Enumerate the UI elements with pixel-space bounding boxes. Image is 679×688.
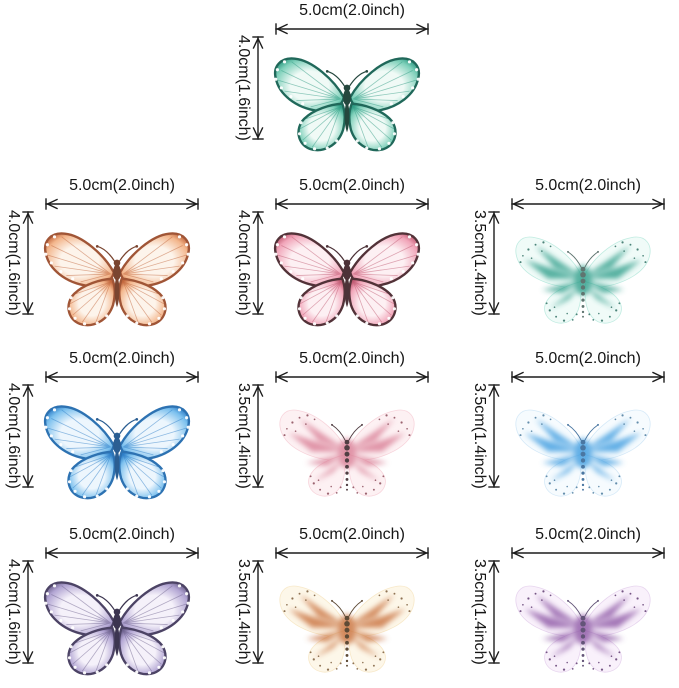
height-dimension: 3.5cm(1.4inch): [470, 382, 500, 490]
butterfly-art-purple: [43, 581, 191, 676]
width-arrow-icon: [511, 546, 665, 559]
width-dimension: 5.0cm(2.0inch): [274, 177, 430, 210]
butterfly-art-blue: [43, 405, 191, 500]
butterfly-art-skyblue: [515, 409, 651, 497]
butterfly-image: [260, 203, 434, 345]
width-dimension: 5.0cm(2.0inch): [274, 350, 430, 383]
height-arrow-icon: [22, 211, 34, 315]
width-dimension: 5.0cm(2.0inch): [510, 350, 666, 383]
height-dimension-label: 3.5cm(1.4inch): [234, 383, 252, 489]
butterfly-group-mint: 5.0cm(2.0inch) 3.5cm(1.4inch): [466, 175, 672, 346]
height-arrow-icon: [488, 560, 500, 664]
height-dimension-label: 3.5cm(1.4inch): [470, 210, 488, 316]
butterfly-group-purple: 5.0cm(2.0inch) 4.0cm(1.6inch): [0, 524, 206, 688]
width-arrow-icon: [275, 22, 429, 35]
width-dimension: 5.0cm(2.0inch): [510, 177, 666, 210]
width-dimension-label: 5.0cm(2.0inch): [69, 526, 175, 543]
butterfly-image: [30, 552, 204, 688]
height-arrow-icon: [22, 560, 34, 664]
butterfly-image: [496, 552, 670, 688]
butterfly-art-cream: [279, 585, 415, 673]
width-arrow-icon: [511, 370, 665, 383]
width-arrow-icon: [45, 546, 199, 559]
width-dimension: 5.0cm(2.0inch): [274, 2, 430, 35]
butterfly-image: [496, 376, 670, 518]
height-arrow-icon: [22, 384, 34, 488]
height-dimension: 4.0cm(1.6inch): [4, 382, 34, 490]
height-arrow-icon: [488, 384, 500, 488]
height-dimension: 3.5cm(1.4inch): [234, 382, 264, 490]
height-arrow-icon: [252, 560, 264, 664]
butterfly-group-pink: 5.0cm(2.0inch) 4.0cm(1.6inch): [230, 175, 436, 346]
height-arrow-icon: [252, 36, 264, 140]
height-dimension: 4.0cm(1.6inch): [234, 209, 264, 317]
height-dimension-label: 4.0cm(1.6inch): [4, 559, 22, 665]
butterfly-image: [260, 28, 434, 170]
butterfly-art-blush: [279, 409, 415, 497]
height-dimension: 4.0cm(1.6inch): [4, 209, 34, 317]
height-dimension: 4.0cm(1.6inch): [4, 558, 34, 666]
height-arrow-icon: [252, 211, 264, 315]
width-dimension-label: 5.0cm(2.0inch): [299, 177, 405, 194]
height-dimension: 3.5cm(1.4inch): [470, 558, 500, 666]
butterfly-group-skyblue: 5.0cm(2.0inch) 3.5cm(1.4inch): [466, 348, 672, 519]
height-arrow-icon: [488, 211, 500, 315]
butterfly-group-blue: 5.0cm(2.0inch) 4.0cm(1.6inch): [0, 348, 206, 519]
width-dimension: 5.0cm(2.0inch): [44, 526, 200, 559]
width-arrow-icon: [275, 370, 429, 383]
width-arrow-icon: [275, 546, 429, 559]
butterfly-art-teal: [273, 57, 421, 152]
width-dimension: 5.0cm(2.0inch): [44, 350, 200, 383]
butterfly-group-lilac: 5.0cm(2.0inch) 3.5cm(1.4inch): [466, 524, 672, 688]
butterfly-group-cream: 5.0cm(2.0inch) 3.5cm(1.4inch): [230, 524, 436, 688]
width-dimension-label: 5.0cm(2.0inch): [299, 2, 405, 19]
width-dimension: 5.0cm(2.0inch): [44, 177, 200, 210]
width-arrow-icon: [45, 197, 199, 210]
height-dimension-label: 4.0cm(1.6inch): [234, 210, 252, 316]
butterfly-image: [30, 203, 204, 345]
width-dimension-label: 5.0cm(2.0inch): [69, 350, 175, 367]
height-dimension-label: 4.0cm(1.6inch): [234, 35, 252, 141]
height-dimension: 3.5cm(1.4inch): [470, 209, 500, 317]
height-dimension-label: 4.0cm(1.6inch): [4, 210, 22, 316]
butterfly-group-teal: 5.0cm(2.0inch) 4.0cm(1.6inch): [230, 0, 436, 171]
width-dimension-label: 5.0cm(2.0inch): [535, 526, 641, 543]
width-dimension-label: 5.0cm(2.0inch): [535, 177, 641, 194]
butterfly-image: [260, 552, 434, 688]
butterfly-group-blush: 5.0cm(2.0inch) 3.5cm(1.4inch): [230, 348, 436, 519]
width-dimension-label: 5.0cm(2.0inch): [535, 350, 641, 367]
height-dimension-label: 4.0cm(1.6inch): [4, 383, 22, 489]
width-dimension: 5.0cm(2.0inch): [510, 526, 666, 559]
height-dimension: 3.5cm(1.4inch): [234, 558, 264, 666]
width-arrow-icon: [45, 370, 199, 383]
butterfly-art-mint: [515, 236, 651, 324]
butterfly-art-pink: [273, 232, 421, 327]
width-arrow-icon: [275, 197, 429, 210]
butterfly-image: [496, 203, 670, 345]
width-dimension: 5.0cm(2.0inch): [274, 526, 430, 559]
height-dimension-label: 3.5cm(1.4inch): [234, 559, 252, 665]
height-dimension: 4.0cm(1.6inch): [234, 34, 264, 142]
width-dimension-label: 5.0cm(2.0inch): [69, 177, 175, 194]
butterfly-image: [260, 376, 434, 518]
butterfly-image: [30, 376, 204, 518]
height-dimension-label: 3.5cm(1.4inch): [470, 383, 488, 489]
height-dimension-label: 3.5cm(1.4inch): [470, 559, 488, 665]
butterfly-art-lilac: [515, 585, 651, 673]
width-dimension-label: 5.0cm(2.0inch): [299, 350, 405, 367]
width-arrow-icon: [511, 197, 665, 210]
butterfly-art-orange: [43, 232, 191, 327]
height-arrow-icon: [252, 384, 264, 488]
width-dimension-label: 5.0cm(2.0inch): [299, 526, 405, 543]
butterfly-group-orange: 5.0cm(2.0inch) 4.0cm(1.6inch): [0, 175, 206, 346]
